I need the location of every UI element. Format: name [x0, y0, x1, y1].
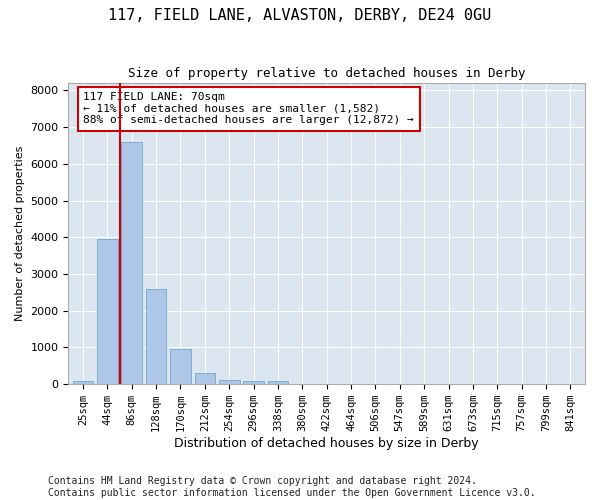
- Y-axis label: Number of detached properties: Number of detached properties: [15, 146, 25, 322]
- Bar: [73, 382, 94, 384]
- Bar: [219, 380, 239, 384]
- Bar: [121, 142, 142, 384]
- Bar: [194, 373, 215, 384]
- Bar: [97, 239, 118, 384]
- Bar: [170, 350, 191, 384]
- Text: 117, FIELD LANE, ALVASTON, DERBY, DE24 0GU: 117, FIELD LANE, ALVASTON, DERBY, DE24 0…: [109, 8, 491, 22]
- Bar: [243, 380, 264, 384]
- X-axis label: Distribution of detached houses by size in Derby: Distribution of detached houses by size …: [175, 437, 479, 450]
- Bar: [268, 382, 289, 384]
- Text: 117 FIELD LANE: 70sqm
← 11% of detached houses are smaller (1,582)
88% of semi-d: 117 FIELD LANE: 70sqm ← 11% of detached …: [83, 92, 414, 126]
- Text: Contains HM Land Registry data © Crown copyright and database right 2024.
Contai: Contains HM Land Registry data © Crown c…: [48, 476, 536, 498]
- Title: Size of property relative to detached houses in Derby: Size of property relative to detached ho…: [128, 68, 526, 80]
- Bar: [146, 288, 166, 384]
